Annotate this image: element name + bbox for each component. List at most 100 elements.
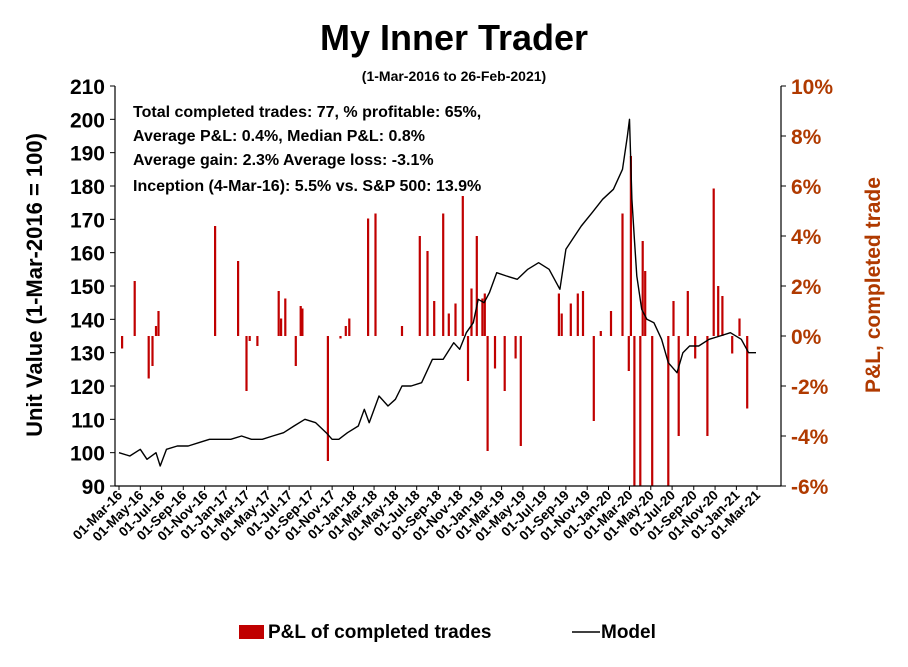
y-axis-label-left: Unit Value (1-Mar-2016 = 100) xyxy=(22,133,47,437)
pnl-bar xyxy=(721,296,724,336)
y-left-tick-label: 150 xyxy=(70,276,105,299)
pnl-bar xyxy=(301,308,304,336)
pnl-bar xyxy=(514,336,517,359)
pnl-bar xyxy=(418,236,421,336)
y-right-tick-label: 4% xyxy=(791,226,822,249)
pnl-bar xyxy=(672,301,675,336)
y-axis-label-right: P&L, completed trade xyxy=(862,177,885,393)
pnl-bar xyxy=(470,288,473,336)
y-left-tick-label: 140 xyxy=(70,309,105,332)
pnl-bar xyxy=(454,303,457,336)
pnl-bar xyxy=(686,291,689,336)
y-right-tick-label: 0% xyxy=(791,326,822,349)
pnl-bar xyxy=(493,336,497,369)
pnl-bar xyxy=(214,226,217,336)
pnl-bar xyxy=(677,336,680,436)
stats-line: Average P&L: 0.4%, Median P&L: 0.8% xyxy=(133,128,425,145)
pnl-bar xyxy=(299,306,302,336)
y-left-tick-label: 200 xyxy=(70,109,105,132)
stats-line: Average gain: 2.3% Average loss: -3.1% xyxy=(133,152,434,169)
pnl-bar xyxy=(400,326,404,336)
pnl-bar xyxy=(706,336,709,436)
stats-line: Inception (4-Mar-16): 5.5% vs. S&P 500: … xyxy=(133,178,481,195)
pnl-bar xyxy=(245,336,248,391)
pnl-bar xyxy=(326,336,329,461)
chart-title: My Inner Trader xyxy=(320,17,588,58)
pnl-bar xyxy=(466,336,470,381)
y-right-tick-label: -6% xyxy=(791,476,829,499)
pnl-bar xyxy=(641,241,644,336)
pnl-bar xyxy=(442,213,445,336)
pnl-bar xyxy=(121,336,124,349)
y-right-tick-label: -2% xyxy=(791,376,829,399)
pnl-bar xyxy=(277,291,280,336)
pnl-bar xyxy=(717,286,720,336)
pnl-bar xyxy=(433,301,436,336)
pnl-bar xyxy=(746,336,749,409)
pnl-bar xyxy=(560,313,563,336)
pnl-bar xyxy=(576,293,579,336)
pnl-bar xyxy=(374,213,377,336)
pnl-bar xyxy=(486,336,489,451)
pnl-bar xyxy=(644,271,647,336)
pnl-bar xyxy=(639,336,642,486)
pnl-bar xyxy=(519,336,522,446)
pnl-bar xyxy=(483,293,486,336)
axes: 90 100 110 120 130 140 150 160 170 180 190 200 210 -6… xyxy=(70,76,833,499)
pnl-bar xyxy=(503,336,506,391)
pnl-bar xyxy=(694,336,697,359)
pnl-bar xyxy=(651,336,654,486)
pnl-bars xyxy=(121,156,749,486)
y-left-tick-label: 100 xyxy=(70,443,105,466)
pnl-bar xyxy=(461,196,464,336)
pnl-bar xyxy=(581,291,585,336)
y-left-tick-label: 90 xyxy=(82,476,105,499)
pnl-bar xyxy=(667,336,670,486)
y-left-tick-label: 170 xyxy=(70,209,105,232)
pnl-bar xyxy=(599,331,602,336)
chart-subtitle: (1-Mar-2016 to 26-Feb-2021) xyxy=(362,68,546,84)
y-left-tick-label: 210 xyxy=(70,76,105,99)
pnl-bar xyxy=(284,298,287,336)
pnl-bar xyxy=(592,336,595,421)
y-right-tick-label: 8% xyxy=(791,126,822,149)
pnl-bar xyxy=(133,281,136,336)
pnl-bar xyxy=(151,336,154,366)
y-left-tick-label: 120 xyxy=(70,376,105,399)
pnl-bar xyxy=(731,336,734,354)
y-right-tick-label: -4% xyxy=(791,426,829,449)
pnl-bar xyxy=(712,188,715,336)
pnl-bar xyxy=(557,293,560,336)
y-left-tick-label: 130 xyxy=(70,343,105,366)
pnl-bar xyxy=(280,318,283,336)
model-line xyxy=(118,118,756,467)
stats-annotation: Total completed trades: 77, % profitable… xyxy=(133,104,481,195)
pnl-bar xyxy=(481,298,484,336)
legend: P&L of completed trades Model xyxy=(239,622,656,643)
legend-label-pnl: P&L of completed trades xyxy=(268,622,491,643)
pnl-bar xyxy=(447,313,450,336)
pnl-bar xyxy=(738,318,741,336)
y-right-tick-label: 2% xyxy=(791,276,822,299)
y-right-tick-label: 10% xyxy=(791,76,833,99)
y-left-tick-label: 160 xyxy=(70,243,105,266)
pnl-bar xyxy=(633,336,636,486)
legend-swatch-pnl xyxy=(239,625,264,639)
pnl-bar xyxy=(569,303,572,336)
y-left-tick-label: 190 xyxy=(70,143,105,166)
pnl-bar xyxy=(157,311,160,336)
pnl-bar xyxy=(294,336,297,366)
y-left-tick-label: 180 xyxy=(70,176,105,199)
pnl-bar xyxy=(344,326,347,336)
pnl-bar xyxy=(154,326,158,336)
pnl-bar xyxy=(348,318,351,336)
pnl-bar xyxy=(237,261,240,336)
pnl-bar xyxy=(627,336,630,371)
pnl-bar xyxy=(426,251,429,336)
y-left-tick-label: 110 xyxy=(71,409,105,432)
pnl-bar xyxy=(256,336,259,346)
pnl-bar xyxy=(621,213,624,336)
stats-line: Total completed trades: 77, % profitable… xyxy=(133,104,481,121)
